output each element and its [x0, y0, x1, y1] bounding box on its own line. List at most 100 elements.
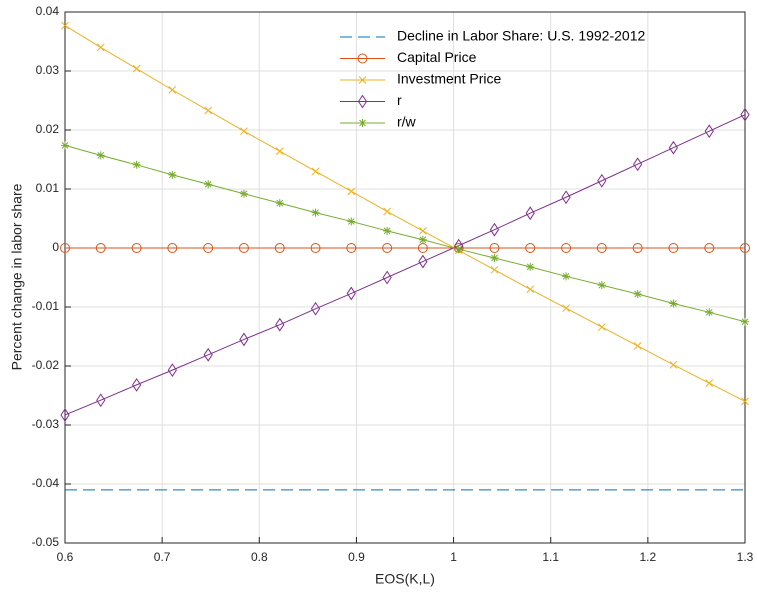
y-tick-label: -0.05 [32, 535, 60, 549]
data-point [275, 147, 284, 156]
legend-label: Decline in Labor Share: U.S. 1992-2012 [397, 28, 645, 44]
y-tick-label: -0.03 [32, 417, 60, 431]
data-point [310, 243, 321, 253]
data-point [204, 180, 213, 189]
y-tick-label: 0 [52, 240, 59, 254]
data-point [238, 243, 249, 253]
data-point [203, 243, 214, 253]
data-point [275, 317, 285, 332]
data-point [741, 397, 749, 406]
y-tick-label: 0.02 [36, 122, 60, 136]
data-point [562, 304, 570, 313]
legend-marker [358, 119, 367, 127]
y-tick-label: -0.01 [32, 299, 60, 313]
data-point [418, 235, 427, 244]
data-point [525, 243, 536, 253]
data-point [526, 285, 535, 294]
axes-box [64, 11, 746, 544]
x-axis-label: EOS(K,L) [375, 571, 435, 587]
data-point [597, 281, 606, 290]
data-point [96, 151, 105, 160]
data-point [633, 342, 642, 350]
data-point [562, 272, 571, 281]
series-line [64, 25, 746, 402]
data-point [132, 160, 141, 169]
data-point [347, 187, 356, 196]
legend-label: Investment Price [397, 71, 501, 87]
data-point [561, 190, 571, 205]
data-point [418, 254, 428, 269]
legend-label: r [397, 92, 402, 108]
data-point [741, 317, 749, 326]
data-point [239, 332, 249, 347]
data-point [633, 290, 642, 299]
data-point [490, 254, 499, 263]
legend-marker [358, 76, 367, 84]
data-point [347, 217, 356, 226]
data-point [60, 408, 70, 422]
data-point [525, 206, 535, 221]
y-tick-label: -0.02 [32, 358, 60, 372]
x-tick-label: 0.8 [251, 550, 268, 564]
data-point [382, 270, 392, 285]
x-tick-label: 1 [450, 550, 457, 564]
data-point [489, 222, 500, 237]
legend-label: Capital Price [397, 49, 477, 65]
y-tick-label: 0.04 [36, 4, 60, 18]
legend-marker [357, 53, 368, 64]
data-point [132, 64, 141, 73]
data-point [275, 199, 284, 208]
data-point [668, 140, 679, 155]
data-point [740, 107, 750, 122]
y-tick-label: 0.01 [36, 181, 60, 195]
x-tick-label: 1.3 [737, 550, 754, 564]
x-tick-label: 0.6 [57, 550, 74, 564]
y-axis-label: Percent change in labor share [9, 183, 25, 370]
data-point [60, 243, 70, 253]
data-point [61, 141, 69, 150]
data-point [454, 245, 463, 254]
data-point [383, 207, 391, 216]
data-point [419, 227, 427, 235]
data-point [239, 189, 248, 198]
y-tick-label: -0.04 [32, 476, 60, 490]
data-point [669, 360, 678, 369]
data-point [96, 393, 106, 408]
data-point [382, 243, 393, 253]
data-point [596, 243, 607, 253]
y-tick-label: 0.03 [36, 63, 60, 77]
data-point [346, 243, 357, 253]
x-tick-label: 0.7 [154, 550, 171, 564]
data-point [740, 243, 750, 253]
data-point [95, 243, 106, 253]
data-point [633, 157, 643, 172]
data-point [561, 243, 572, 253]
data-point [669, 299, 678, 308]
data-point [274, 243, 285, 253]
x-tick-label: 0.9 [348, 550, 365, 564]
data-point [167, 363, 177, 378]
data-point [203, 347, 213, 362]
data-point [597, 323, 606, 331]
data-point [131, 243, 142, 253]
data-point [705, 308, 714, 317]
data-point [383, 226, 392, 235]
x-tick-label: 1.2 [640, 550, 657, 564]
data-point [240, 127, 248, 136]
data-point [597, 173, 607, 188]
series-line [64, 114, 746, 416]
data-point [704, 243, 715, 253]
series-line [64, 144, 746, 323]
data-point [167, 243, 178, 253]
legend-label: r/w [397, 114, 417, 130]
data-point [96, 43, 105, 52]
plot-area [65, 12, 745, 543]
data-point [490, 265, 499, 274]
data-point [61, 21, 69, 30]
data-point [668, 243, 679, 253]
data-point [489, 243, 500, 253]
data-point [704, 124, 714, 139]
data-point [204, 106, 213, 115]
data-point [131, 377, 142, 392]
